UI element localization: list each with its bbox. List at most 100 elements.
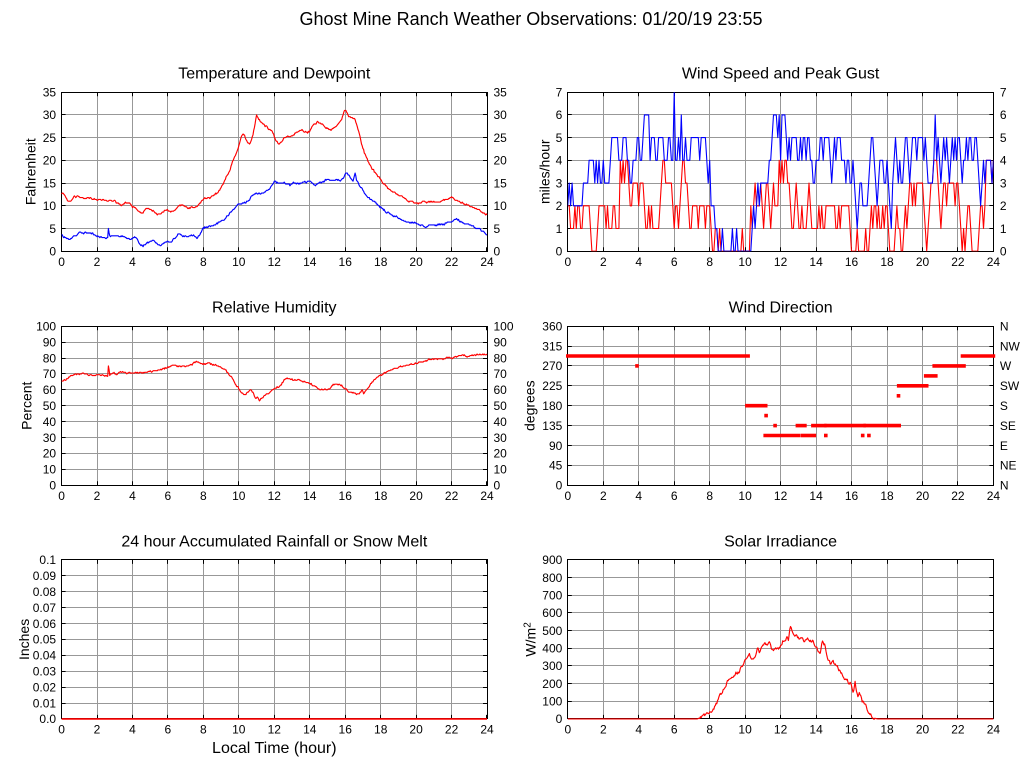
svg-text:4: 4 xyxy=(129,255,136,269)
svg-text:24: 24 xyxy=(987,489,1001,503)
svg-text:35: 35 xyxy=(494,86,508,100)
svg-text:22: 22 xyxy=(445,723,459,737)
svg-text:90: 90 xyxy=(43,335,57,349)
svg-text:14: 14 xyxy=(809,489,823,503)
svg-text:0.09: 0.09 xyxy=(33,569,57,583)
svg-text:0.03: 0.03 xyxy=(33,665,57,679)
svg-text:14: 14 xyxy=(303,489,317,503)
svg-text:50: 50 xyxy=(43,399,57,413)
svg-text:8: 8 xyxy=(706,723,713,737)
svg-text:2: 2 xyxy=(556,199,563,213)
svg-text:30: 30 xyxy=(494,431,508,445)
svg-text:6: 6 xyxy=(165,489,172,503)
svg-text:60: 60 xyxy=(43,383,57,397)
svg-text:0: 0 xyxy=(1000,245,1007,259)
svg-text:SE: SE xyxy=(1000,419,1016,433)
svg-text:10: 10 xyxy=(43,199,57,213)
svg-text:40: 40 xyxy=(43,415,57,429)
svg-text:0.05: 0.05 xyxy=(33,633,57,647)
svg-text:100: 100 xyxy=(36,320,56,334)
svg-text:200: 200 xyxy=(542,677,562,691)
svg-text:0: 0 xyxy=(494,245,501,259)
svg-text:degrees: degrees xyxy=(522,380,538,431)
svg-text:15: 15 xyxy=(494,176,508,190)
svg-text:225: 225 xyxy=(542,379,562,393)
svg-text:0: 0 xyxy=(58,489,65,503)
svg-text:Wind Direction: Wind Direction xyxy=(729,300,833,317)
svg-text:Relative Humidity: Relative Humidity xyxy=(212,300,336,317)
svg-text:12: 12 xyxy=(774,723,788,737)
svg-text:14: 14 xyxy=(303,723,317,737)
svg-text:5: 5 xyxy=(1000,131,1007,145)
svg-text:10: 10 xyxy=(232,723,246,737)
svg-text:16: 16 xyxy=(339,723,353,737)
svg-text:18: 18 xyxy=(880,489,894,503)
svg-text:2: 2 xyxy=(94,255,101,269)
svg-text:35: 35 xyxy=(43,86,57,100)
svg-text:10: 10 xyxy=(738,255,752,269)
svg-text:2: 2 xyxy=(94,489,101,503)
svg-text:10: 10 xyxy=(738,489,752,503)
svg-text:miles/hour: miles/hour xyxy=(536,139,552,204)
svg-text:315: 315 xyxy=(542,339,562,353)
svg-text:6: 6 xyxy=(165,255,172,269)
svg-text:90: 90 xyxy=(549,439,563,453)
svg-text:6: 6 xyxy=(671,255,678,269)
svg-text:30: 30 xyxy=(43,431,57,445)
svg-text:0: 0 xyxy=(556,712,563,726)
svg-text:25: 25 xyxy=(494,131,508,145)
svg-text:2: 2 xyxy=(600,255,607,269)
svg-text:0: 0 xyxy=(49,479,56,493)
svg-text:1: 1 xyxy=(1000,222,1007,236)
svg-text:22: 22 xyxy=(445,489,459,503)
svg-text:30: 30 xyxy=(494,108,508,122)
svg-text:22: 22 xyxy=(951,723,965,737)
svg-text:8: 8 xyxy=(706,489,713,503)
svg-text:10: 10 xyxy=(494,199,508,213)
svg-text:W/m2: W/m2 xyxy=(523,622,539,657)
svg-text:10: 10 xyxy=(494,463,508,477)
svg-text:360: 360 xyxy=(542,320,562,334)
svg-text:80: 80 xyxy=(43,351,57,365)
svg-text:135: 135 xyxy=(542,419,562,433)
svg-text:100: 100 xyxy=(542,695,562,709)
svg-text:4: 4 xyxy=(635,255,642,269)
svg-text:8: 8 xyxy=(200,723,207,737)
svg-text:6: 6 xyxy=(1000,108,1007,122)
svg-text:0: 0 xyxy=(564,489,571,503)
svg-text:22: 22 xyxy=(951,489,965,503)
svg-text:5: 5 xyxy=(494,222,501,236)
svg-text:Wind Speed and Peak Gust: Wind Speed and Peak Gust xyxy=(682,66,880,83)
svg-text:900: 900 xyxy=(542,553,562,567)
svg-text:0.04: 0.04 xyxy=(33,649,57,663)
svg-text:0: 0 xyxy=(58,255,65,269)
svg-text:20: 20 xyxy=(43,154,57,168)
svg-text:0.0: 0.0 xyxy=(39,712,56,726)
svg-text:20: 20 xyxy=(916,255,930,269)
svg-text:20: 20 xyxy=(43,447,57,461)
svg-text:400: 400 xyxy=(542,642,562,656)
svg-text:6: 6 xyxy=(671,489,678,503)
svg-text:NE: NE xyxy=(1000,459,1017,473)
svg-text:18: 18 xyxy=(880,723,894,737)
svg-text:18: 18 xyxy=(880,255,894,269)
svg-text:6: 6 xyxy=(671,723,678,737)
svg-text:300: 300 xyxy=(542,659,562,673)
svg-text:14: 14 xyxy=(809,255,823,269)
svg-text:0: 0 xyxy=(58,723,65,737)
svg-text:16: 16 xyxy=(845,255,859,269)
svg-text:18: 18 xyxy=(374,255,388,269)
svg-text:E: E xyxy=(1000,439,1008,453)
svg-text:Ghost Mine Ranch Weather Obser: Ghost Mine Ranch Weather Observations: 0… xyxy=(300,9,763,29)
svg-text:18: 18 xyxy=(374,723,388,737)
svg-text:24: 24 xyxy=(480,489,494,503)
svg-text:24: 24 xyxy=(987,255,1001,269)
svg-text:70: 70 xyxy=(494,367,508,381)
svg-text:16: 16 xyxy=(845,489,859,503)
svg-text:8: 8 xyxy=(706,255,713,269)
svg-text:600: 600 xyxy=(542,606,562,620)
svg-text:SW: SW xyxy=(1000,379,1020,393)
svg-text:7: 7 xyxy=(1000,86,1007,100)
svg-text:14: 14 xyxy=(809,723,823,737)
svg-text:0.01: 0.01 xyxy=(33,696,57,710)
